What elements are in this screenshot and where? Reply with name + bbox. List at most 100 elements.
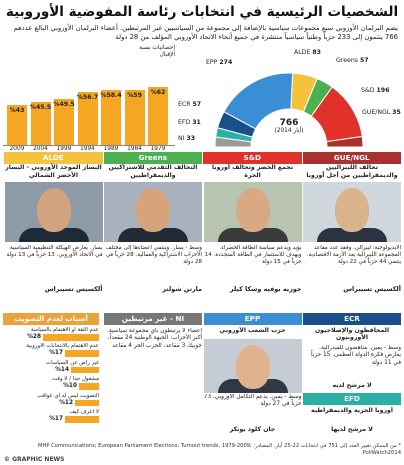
turnout-year-label: 1979: [150, 146, 166, 152]
turnout-bar-value: %49.5: [53, 100, 75, 108]
leader-shoulders: [18, 228, 89, 242]
leader-head: [136, 188, 170, 232]
turnout-bar: [124, 89, 145, 145]
party-candidate-name: ألكسيس تسيبراس: [44, 285, 103, 293]
turnout-year-label: 2004: [33, 146, 48, 152]
seat-label: ALDE 83: [294, 49, 321, 56]
turnout-bar: [77, 91, 98, 145]
reason-item: عدم الثقة أو الاهتمام بالسياسة %28: [3, 327, 99, 341]
seat-label-value: 274: [219, 59, 233, 66]
reason-value: %17: [49, 415, 63, 422]
reason-bar: [43, 334, 99, 341]
turnout-bar: [30, 102, 51, 145]
party-subtitle: تحالف الليبراليين والديمقراطيين من أجل أ…: [306, 164, 398, 179]
seat-label-value: 57: [192, 101, 202, 108]
seat-label: EPP 274: [206, 59, 232, 66]
seat-label: Greens 57: [336, 57, 369, 64]
turnout-label: إحصائيات نسبة الإقبال: [138, 45, 175, 58]
hemicycle-segment: [214, 136, 252, 148]
reason-item: لا أعرف كيف %17: [3, 409, 99, 423]
turnout-bar: [7, 104, 27, 145]
reason-value: %28: [27, 334, 41, 340]
turnout-year-label: 1989: [103, 146, 119, 152]
seat-label-name: S&D: [361, 87, 375, 94]
party-leader-photo: [4, 182, 103, 242]
reason-label: مشغول جداً / لا وقت: [52, 376, 99, 383]
leader-shoulders: [317, 228, 387, 242]
reason-value: %12: [59, 399, 73, 406]
seat-label-value: 33: [186, 135, 196, 142]
turnout-year-label: 1984: [127, 146, 142, 152]
party-header-band: ALDE Greens S&D GUE/NGL: [3, 152, 401, 164]
party-description: يؤيد ويدعم سياسة الطاقة الخضراء. ويهدف ل…: [204, 245, 302, 265]
reason-item: مشغول جداً / لا وقت %10: [3, 376, 99, 390]
party-column-greens: تجمع الخضر وتحالف أوروبا الحرة يؤيد ويدعم…: [203, 164, 302, 294]
group-header-efd: EFD: [303, 393, 401, 405]
reason-bar: [65, 350, 99, 357]
turnout-baseline: [3, 145, 175, 146]
reason-item: التصويت ليس له أي عواقب %12: [3, 393, 99, 407]
hemicycle-svg: [214, 72, 364, 148]
leader-head: [36, 188, 71, 232]
page-title: الشخصيات الرئيسية في انتخابات رئاسة المف…: [5, 4, 399, 20]
party-description: يسار. يعارض الهيكلة التنظيمية السياسية ف…: [6, 245, 103, 258]
turnout-bar-value: %45.5: [29, 104, 52, 112]
reason-label: عدم الثقة أو الاهتمام بالسياسة: [30, 327, 99, 333]
party-column-alde: تحالف الليبراليين والديمقراطيين من أجل أ…: [303, 164, 401, 294]
seat-label-name: GUE/NGL: [362, 109, 391, 116]
intro-text: يضم البرلمان الأوروبي سبع مجموعات سياسية…: [13, 24, 398, 41]
party-leader-photo: [104, 182, 202, 242]
group-header-ecr: ECR: [303, 313, 401, 325]
seat-label-value: 57: [359, 57, 369, 64]
turnout-chart: إحصائيات نسبة الإقبال %43 2009 %45.5 2004 %4…: [3, 45, 175, 155]
party-candidate-name: جوزيه بوفيه وسكا كيلر: [229, 285, 302, 293]
total-seats-value: 766: [279, 118, 299, 128]
seat-label-value: 31: [192, 119, 201, 126]
leader-shoulders: [217, 228, 288, 242]
seat-label-name: EPP: [206, 59, 218, 66]
reason-label: التصويت ليس له أي عواقب: [37, 392, 99, 399]
group-header-ni: NI - غير مرتبطين: [104, 313, 202, 325]
turnout-year-label: 1999: [56, 146, 72, 152]
seat-label: EFD 31: [178, 119, 201, 126]
party-subtitle: التحالف التقدمي للاشتراكيين والديمقراطيي…: [108, 164, 198, 179]
seat-label-name: Greens: [336, 57, 358, 64]
parliament-hemicycle: GUE/NGL 35 S&D 196 Greens 57 ALDE 83 EPP 274…: [176, 45, 402, 155]
seat-label: ECR 57: [178, 101, 201, 108]
seat-label-name: ALDE: [294, 49, 311, 56]
epp-description: وسط - يمين. يدعم التكامل الأوروبي. 73 حز…: [203, 394, 302, 408]
leader-head: [235, 345, 270, 389]
party-band-sd: S&D: [203, 152, 302, 164]
reason-bar: [75, 399, 99, 407]
ecr-subtitle: المحافظون والإصلاحيون الأوروبيون: [314, 327, 390, 342]
reason-label: لا أعرف كيف: [69, 408, 99, 415]
turnout-bar-value: %56.7: [76, 93, 99, 101]
seat-label-value: 35: [392, 109, 401, 116]
party-subtitle: اليسار الموحد الأوروبي - اليسار الأخضر ا…: [5, 164, 102, 179]
party-description: وسط - يسار. وينتمي أعضاءها إلى مختلف الأ…: [105, 245, 202, 265]
turnout-year-label: 2009: [9, 146, 25, 152]
epp-candidate: جان كلود يونكر: [229, 426, 276, 433]
seat-label-value: 83: [312, 49, 321, 56]
seat-label: NI 33: [178, 135, 195, 142]
reason-value: %14: [55, 366, 69, 373]
reason-item: غير راض عن السياسات %14: [3, 360, 99, 374]
efd-subtitle: أوروبا الحرية والديمقراطية: [310, 407, 394, 414]
footer-sources: * من الممكن تغيير العدد إلى 751 في انتخا…: [38, 443, 401, 456]
ecr-candidate: لا مرشح لديه: [332, 382, 372, 389]
seat-label-name: ECR: [178, 101, 191, 108]
party-subtitle: تجمع الخضر وتحالف أوروبا الحرة: [211, 164, 294, 179]
party-description: الأيديولوجية: ليبرالي. وفقد عدد مقاعد ال…: [306, 245, 401, 265]
turnout-bar-value: %43: [9, 106, 25, 114]
reason-bar: [79, 383, 99, 390]
reasons-panel: أسباب لعدم التصويت عدم الثقة أو الاهتمام…: [3, 313, 99, 441]
party-band-gue: GUE/NGL: [302, 152, 401, 164]
party-column-sd: التحالف التقدمي للاشتراكيين والديمقراطيي…: [104, 164, 202, 294]
reason-bar: [65, 415, 99, 423]
leader-head: [235, 188, 270, 232]
graphic-news-logo: © GRAPHIC NEWS: [4, 456, 65, 463]
party-candidate-name: مارتن شولتز: [162, 285, 202, 293]
seat-label: S&D 196: [361, 87, 389, 94]
reason-value: %10: [63, 383, 77, 390]
party-leader-photo: [303, 182, 401, 242]
